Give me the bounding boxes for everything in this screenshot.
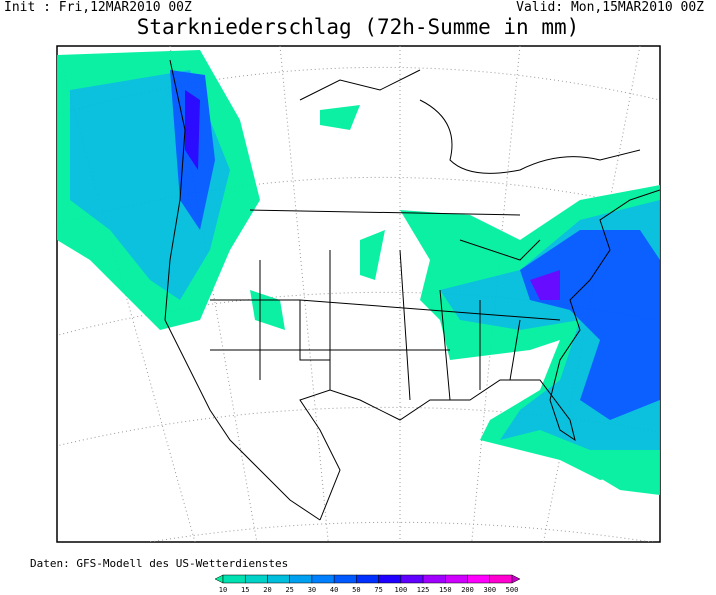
colorbar: 10 15 20 25 30 40 50 75 100 125 150 200 300 500 <box>214 574 521 594</box>
init-time: Init : Fri,12MAR2010 00Z <box>4 0 192 15</box>
colorbar-label: 300 <box>483 586 496 594</box>
colorbar-segment <box>356 574 379 584</box>
title: Starkniederschlag (72h-Summe in mm) <box>137 15 580 39</box>
colorbar-segment <box>400 574 424 584</box>
precipitation <box>57 50 660 495</box>
colorbar-end <box>214 574 224 584</box>
colorbar-segment <box>422 574 446 584</box>
valid-time: Valid: Mon,15MAR2010 00Z <box>516 0 704 15</box>
colorbar-label: 30 <box>308 586 316 594</box>
colorbar-end <box>511 574 521 584</box>
colorbar-label: 50 <box>352 586 360 594</box>
colorbar-segment <box>378 574 402 584</box>
colorbar-label: 100 <box>395 586 408 594</box>
coastlines <box>164 59 660 521</box>
colorbar-label: 200 <box>461 586 474 594</box>
colorbar-label: 40 <box>330 586 338 594</box>
colorbar-label: 500 <box>506 586 519 594</box>
colorbar-segment <box>311 574 335 584</box>
colorbar-label: 25 <box>285 586 293 594</box>
colorbar-segment <box>333 574 357 584</box>
colorbar-label: 20 <box>263 586 271 594</box>
colorbar-segment <box>267 574 290 584</box>
colorbar-label: 125 <box>417 586 430 594</box>
map <box>56 45 661 543</box>
colorbar-segment <box>289 574 313 584</box>
colorbar-label: 75 <box>374 586 382 594</box>
colorbar-segment <box>467 574 491 584</box>
colorbar-label: 15 <box>241 586 249 594</box>
colorbar-segment <box>222 574 246 584</box>
data-source: Daten: GFS-Modell des US-Wetterdienstes <box>30 557 288 570</box>
colorbar-segment <box>489 574 513 584</box>
colorbar-segment <box>244 574 268 584</box>
colorbar-segment <box>445 574 468 584</box>
colorbar-label: 10 <box>219 586 227 594</box>
colorbar-label: 150 <box>439 586 452 594</box>
